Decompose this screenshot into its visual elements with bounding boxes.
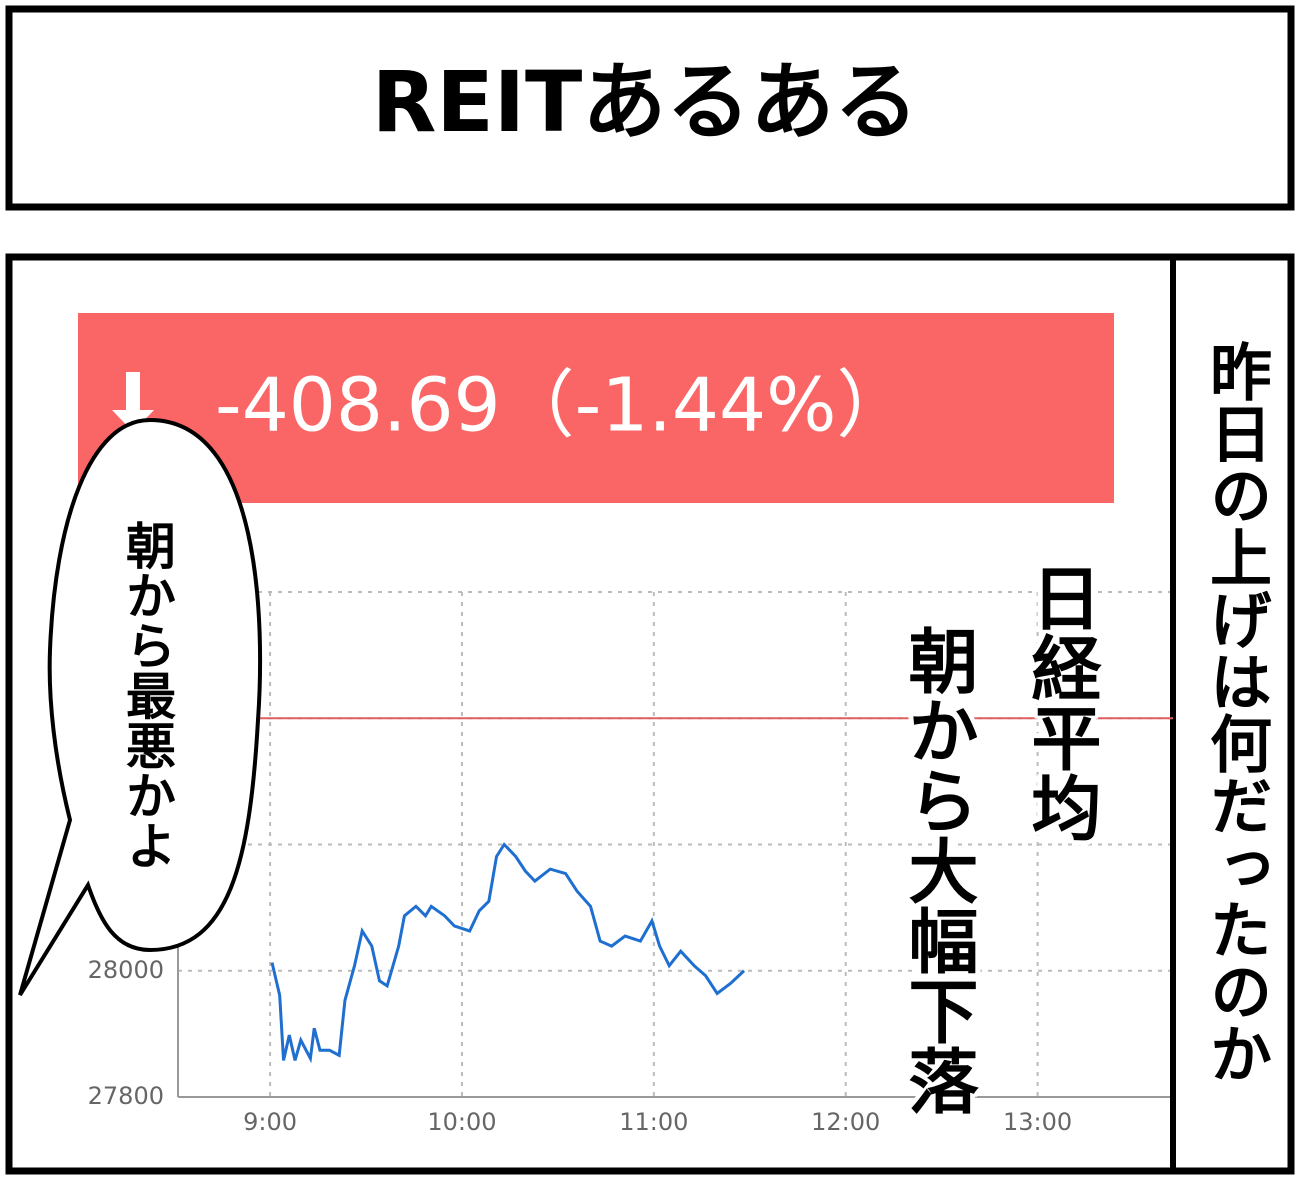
speech-bubble	[18, 417, 263, 997]
y-tick-label: 28000	[88, 956, 164, 984]
x-tick-label: 10:00	[427, 1108, 496, 1136]
title-panel	[5, 5, 1295, 211]
speech-text: 朝から最悪かよ	[118, 520, 176, 870]
side-caption: 昨日の上げは何だったのか	[1199, 340, 1272, 1084]
title: REITあるある	[372, 53, 919, 151]
y-tick-label: 27800	[88, 1082, 164, 1110]
change-text: -408.69（-1.44%）	[215, 363, 910, 449]
down-arrow	[112, 372, 154, 432]
price-line	[270, 842, 746, 1064]
change-banner	[78, 313, 1114, 503]
caption: 朝から大幅下落	[897, 625, 979, 1115]
x-tick-label: 11:00	[619, 1108, 688, 1136]
x-tick-label: 13:00	[1003, 1108, 1072, 1136]
x-tick-label: 12:00	[811, 1108, 880, 1136]
caption: 日経平均	[1020, 562, 1102, 842]
x-tick-label: 9:00	[243, 1108, 297, 1136]
